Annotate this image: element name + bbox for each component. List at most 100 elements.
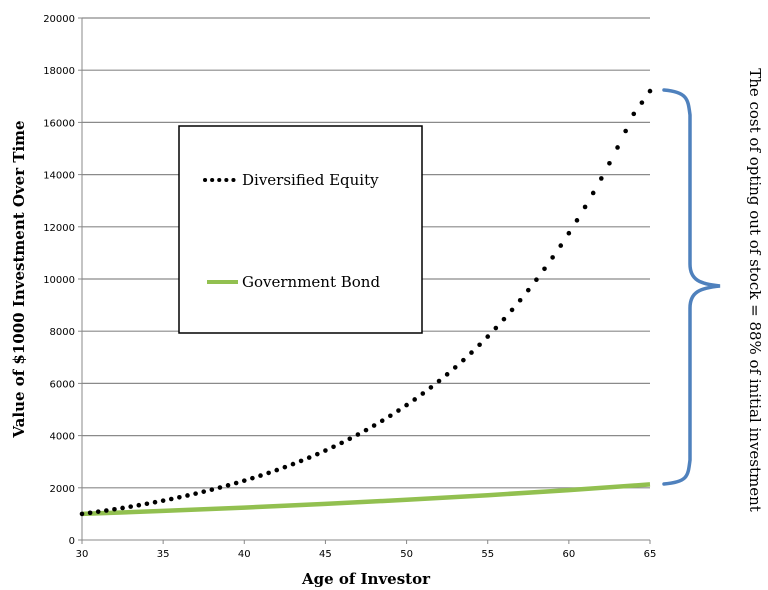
y-tick-label: 20000	[43, 14, 75, 25]
equity-point	[550, 255, 555, 260]
y-tick-label: 18000	[43, 66, 75, 77]
equity-point	[452, 365, 458, 370]
x-tick-label: 35	[157, 549, 170, 560]
y-tick-label: 16000	[43, 118, 75, 129]
equity-point	[493, 325, 499, 331]
y-tick-label: 14000	[43, 171, 75, 182]
y-tick-label: 12000	[43, 223, 75, 234]
y-tick-label: 2000	[50, 484, 75, 495]
equity-point	[566, 230, 572, 236]
x-tick-label: 55	[481, 549, 494, 560]
equity-point	[95, 509, 101, 514]
equity-point	[339, 440, 344, 446]
equity-point	[404, 402, 409, 408]
equity-point	[225, 483, 231, 488]
y-tick-label: 8000	[50, 327, 75, 338]
equity-point	[607, 160, 612, 166]
equity-point	[623, 128, 628, 134]
y-tick-label: 10000	[43, 275, 75, 286]
equity-point	[469, 350, 474, 355]
equity-point	[185, 493, 190, 498]
equity-point	[274, 467, 280, 473]
equity-point	[193, 491, 198, 496]
y-tick-label: 4000	[50, 432, 75, 443]
equity-point	[87, 510, 93, 516]
equity-point	[112, 506, 117, 512]
equity-point	[363, 427, 369, 433]
series-diversified-equity	[79, 88, 653, 517]
y-axis-label: Value of $1000 Investment Over Time	[10, 120, 28, 438]
equity-point	[412, 397, 417, 402]
y-tick-label: 6000	[50, 379, 75, 390]
equity-point	[266, 470, 271, 476]
equity-point	[396, 408, 401, 413]
x-tick-labels: 30 35 40 45 50 55 60 65	[76, 540, 657, 560]
equity-point	[590, 190, 596, 196]
x-tick-label: 50	[400, 549, 413, 560]
equity-point	[371, 423, 377, 428]
equity-point	[282, 464, 288, 470]
equity-point	[306, 455, 312, 460]
equity-point	[241, 478, 247, 483]
equity-point	[525, 287, 531, 293]
equity-point	[355, 432, 361, 437]
y-tick-label: 0	[69, 536, 75, 547]
equity-point	[534, 277, 539, 283]
equity-point	[128, 504, 133, 509]
equity-point	[250, 475, 255, 481]
equity-point	[485, 334, 491, 339]
equity-point	[444, 372, 450, 377]
equity-point	[177, 494, 182, 500]
equity-point	[160, 498, 166, 503]
equity-point	[104, 508, 109, 513]
equity-point	[420, 391, 426, 396]
y-tick-labels: 0 2000 4000 6000 8000 10000 12000 14000 16000 180…	[43, 14, 82, 547]
equity-point	[582, 204, 588, 210]
equity-point	[436, 378, 442, 384]
annotation-bracket	[662, 88, 721, 486]
equity-point	[615, 145, 620, 150]
equity-point	[331, 444, 336, 450]
equity-point	[542, 266, 547, 272]
equity-point	[136, 502, 142, 508]
equity-point	[379, 418, 385, 424]
equity-point	[209, 487, 215, 492]
x-tick-label: 60	[562, 549, 575, 560]
equity-point	[461, 357, 466, 363]
equity-point	[290, 461, 296, 467]
equity-point	[501, 316, 507, 322]
legend: Diversified Equity Government Bond	[178, 125, 423, 334]
equity-point	[509, 307, 515, 313]
x-tick-label: 65	[644, 549, 657, 560]
series-layer	[79, 88, 653, 517]
equity-point	[388, 413, 393, 419]
equity-point	[168, 496, 174, 502]
equity-point	[647, 88, 653, 94]
equity-point	[347, 436, 353, 442]
x-tick-label: 30	[76, 549, 89, 560]
equity-point	[315, 451, 320, 457]
equity-point	[201, 489, 207, 494]
legend-box	[178, 125, 423, 334]
x-tick-label: 40	[238, 549, 251, 560]
equity-point	[639, 100, 645, 105]
series-line-government-bond	[81, 482, 651, 517]
equity-point	[79, 511, 85, 517]
equity-point	[517, 297, 523, 303]
equity-point	[144, 501, 150, 507]
equity-point	[574, 218, 580, 223]
annotation-text: The cost of opting out of stock = 88% of…	[746, 68, 764, 512]
equity-point	[120, 505, 125, 511]
equity-point	[599, 176, 604, 181]
equity-point	[258, 473, 263, 478]
x-axis-label: Age of Investor	[301, 570, 431, 588]
equity-point	[558, 243, 564, 248]
equity-point	[217, 485, 223, 490]
equity-point	[323, 448, 328, 453]
x-tick-label: 45	[319, 549, 332, 560]
legend-label-diversified-equity: Diversified Equity	[242, 171, 379, 189]
equity-point	[298, 458, 304, 464]
equity-point	[428, 385, 434, 390]
equity-point	[631, 111, 637, 117]
